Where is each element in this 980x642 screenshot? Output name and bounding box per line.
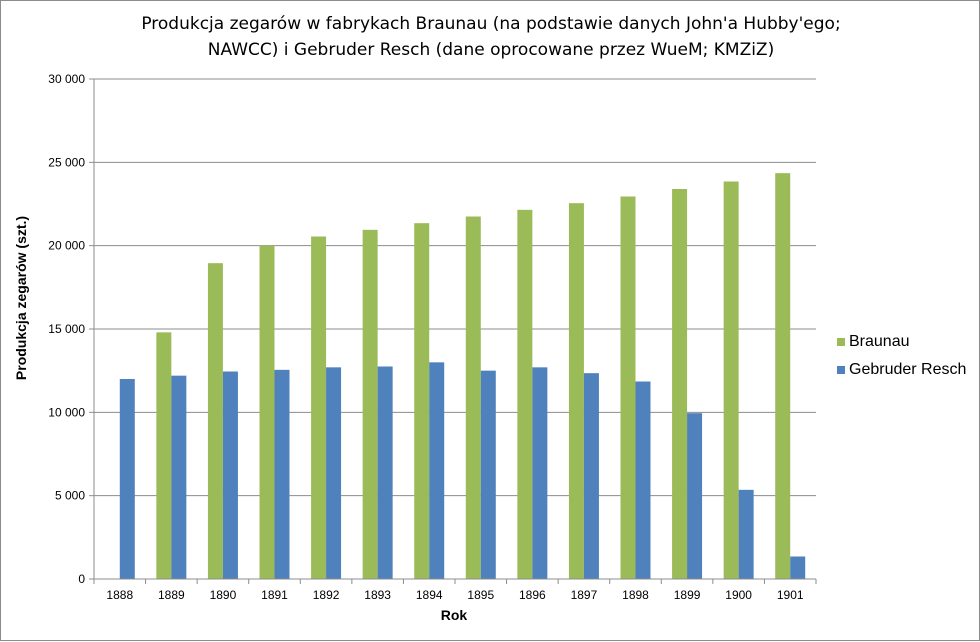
x-tick-label: 1899 (674, 588, 701, 602)
bar-braunau-1895 (465, 216, 481, 579)
bar-gebruder-resch-1888 (119, 379, 135, 579)
bar-gebruder-resch-1892 (326, 367, 342, 579)
x-tick-label: 1890 (210, 588, 237, 602)
bar-braunau-1889 (156, 332, 172, 579)
x-tick-label: 1898 (622, 588, 649, 602)
bar-gebruder-resch-1898 (635, 381, 651, 579)
bar-braunau-1891 (259, 245, 275, 579)
legend-item-gebruder-resch: Gebruder Resch (837, 356, 966, 384)
bar-gebruder-resch-1890 (222, 371, 238, 579)
bar-braunau-1894 (414, 223, 430, 579)
chart-title-line-1: Produkcja zegarów w fabrykach Braunau (n… (141, 14, 841, 34)
bar-gebruder-resch-1896 (532, 367, 548, 579)
bar-braunau-1896 (517, 209, 533, 580)
bar-braunau-1890 (207, 263, 223, 579)
x-tick-label: 1895 (467, 588, 494, 602)
x-tick-label: 1889 (158, 588, 185, 602)
legend: Braunau Gebruder Resch (837, 328, 966, 384)
legend-item-braunau: Braunau (837, 328, 966, 356)
x-tick-label: 1893 (364, 588, 391, 602)
bar-braunau-1899 (672, 189, 688, 579)
chart-title-line-2: NAWCC) i Gebruder Resch (dane oprocowane… (207, 40, 775, 60)
y-tick-label: 20 000 (48, 239, 85, 253)
y-tick-label: 0 (78, 572, 85, 586)
y-axis-title: Produkcja zegarów (szt.) (13, 216, 29, 380)
x-tick-label: 1896 (519, 588, 546, 602)
bar-gebruder-resch-1897 (583, 373, 599, 579)
x-tick-label: 1894 (416, 588, 443, 602)
bar-gebruder-resch-1895 (480, 370, 496, 579)
x-tick-label: 1897 (571, 588, 598, 602)
legend-label-braunau: Braunau (849, 333, 910, 350)
bar-gebruder-resch-1889 (171, 375, 187, 579)
y-tick-label: 30 000 (48, 72, 85, 86)
bar-gebruder-resch-1891 (274, 369, 290, 579)
x-tick-label: 1900 (725, 588, 752, 602)
y-tick-label: 15 000 (48, 322, 85, 336)
x-tick-label: 1901 (777, 588, 804, 602)
x-tick-label: 1891 (261, 588, 288, 602)
bar-braunau-1893 (362, 229, 378, 580)
bar-braunau-1900 (723, 181, 739, 579)
x-tick-label: 1888 (106, 588, 133, 602)
chart-title: Produkcja zegarów w fabrykach Braunau (n… (1, 11, 980, 63)
x-axis-title: Rok (441, 607, 468, 623)
bar-gebruder-resch-1894 (429, 362, 445, 579)
bar-gebruder-resch-1901 (790, 556, 806, 579)
y-tick-label: 5 000 (55, 489, 85, 503)
legend-label-gebruder-resch: Gebruder Resch (849, 361, 967, 378)
bar-braunau-1901 (775, 173, 791, 579)
legend-swatch-braunau (837, 338, 845, 346)
y-tick-label: 25 000 (48, 155, 85, 169)
bar-gebruder-resch-1900 (738, 489, 754, 579)
x-tick-label: 1892 (313, 588, 340, 602)
bar-gebruder-resch-1893 (377, 366, 393, 579)
bar-gebruder-resch-1899 (687, 413, 703, 579)
bar-braunau-1897 (568, 203, 584, 579)
bar-braunau-1892 (311, 236, 327, 579)
bar-braunau-1898 (620, 196, 636, 579)
legend-swatch-gebruder-resch (837, 366, 845, 374)
y-tick-label: 10 000 (48, 405, 85, 419)
